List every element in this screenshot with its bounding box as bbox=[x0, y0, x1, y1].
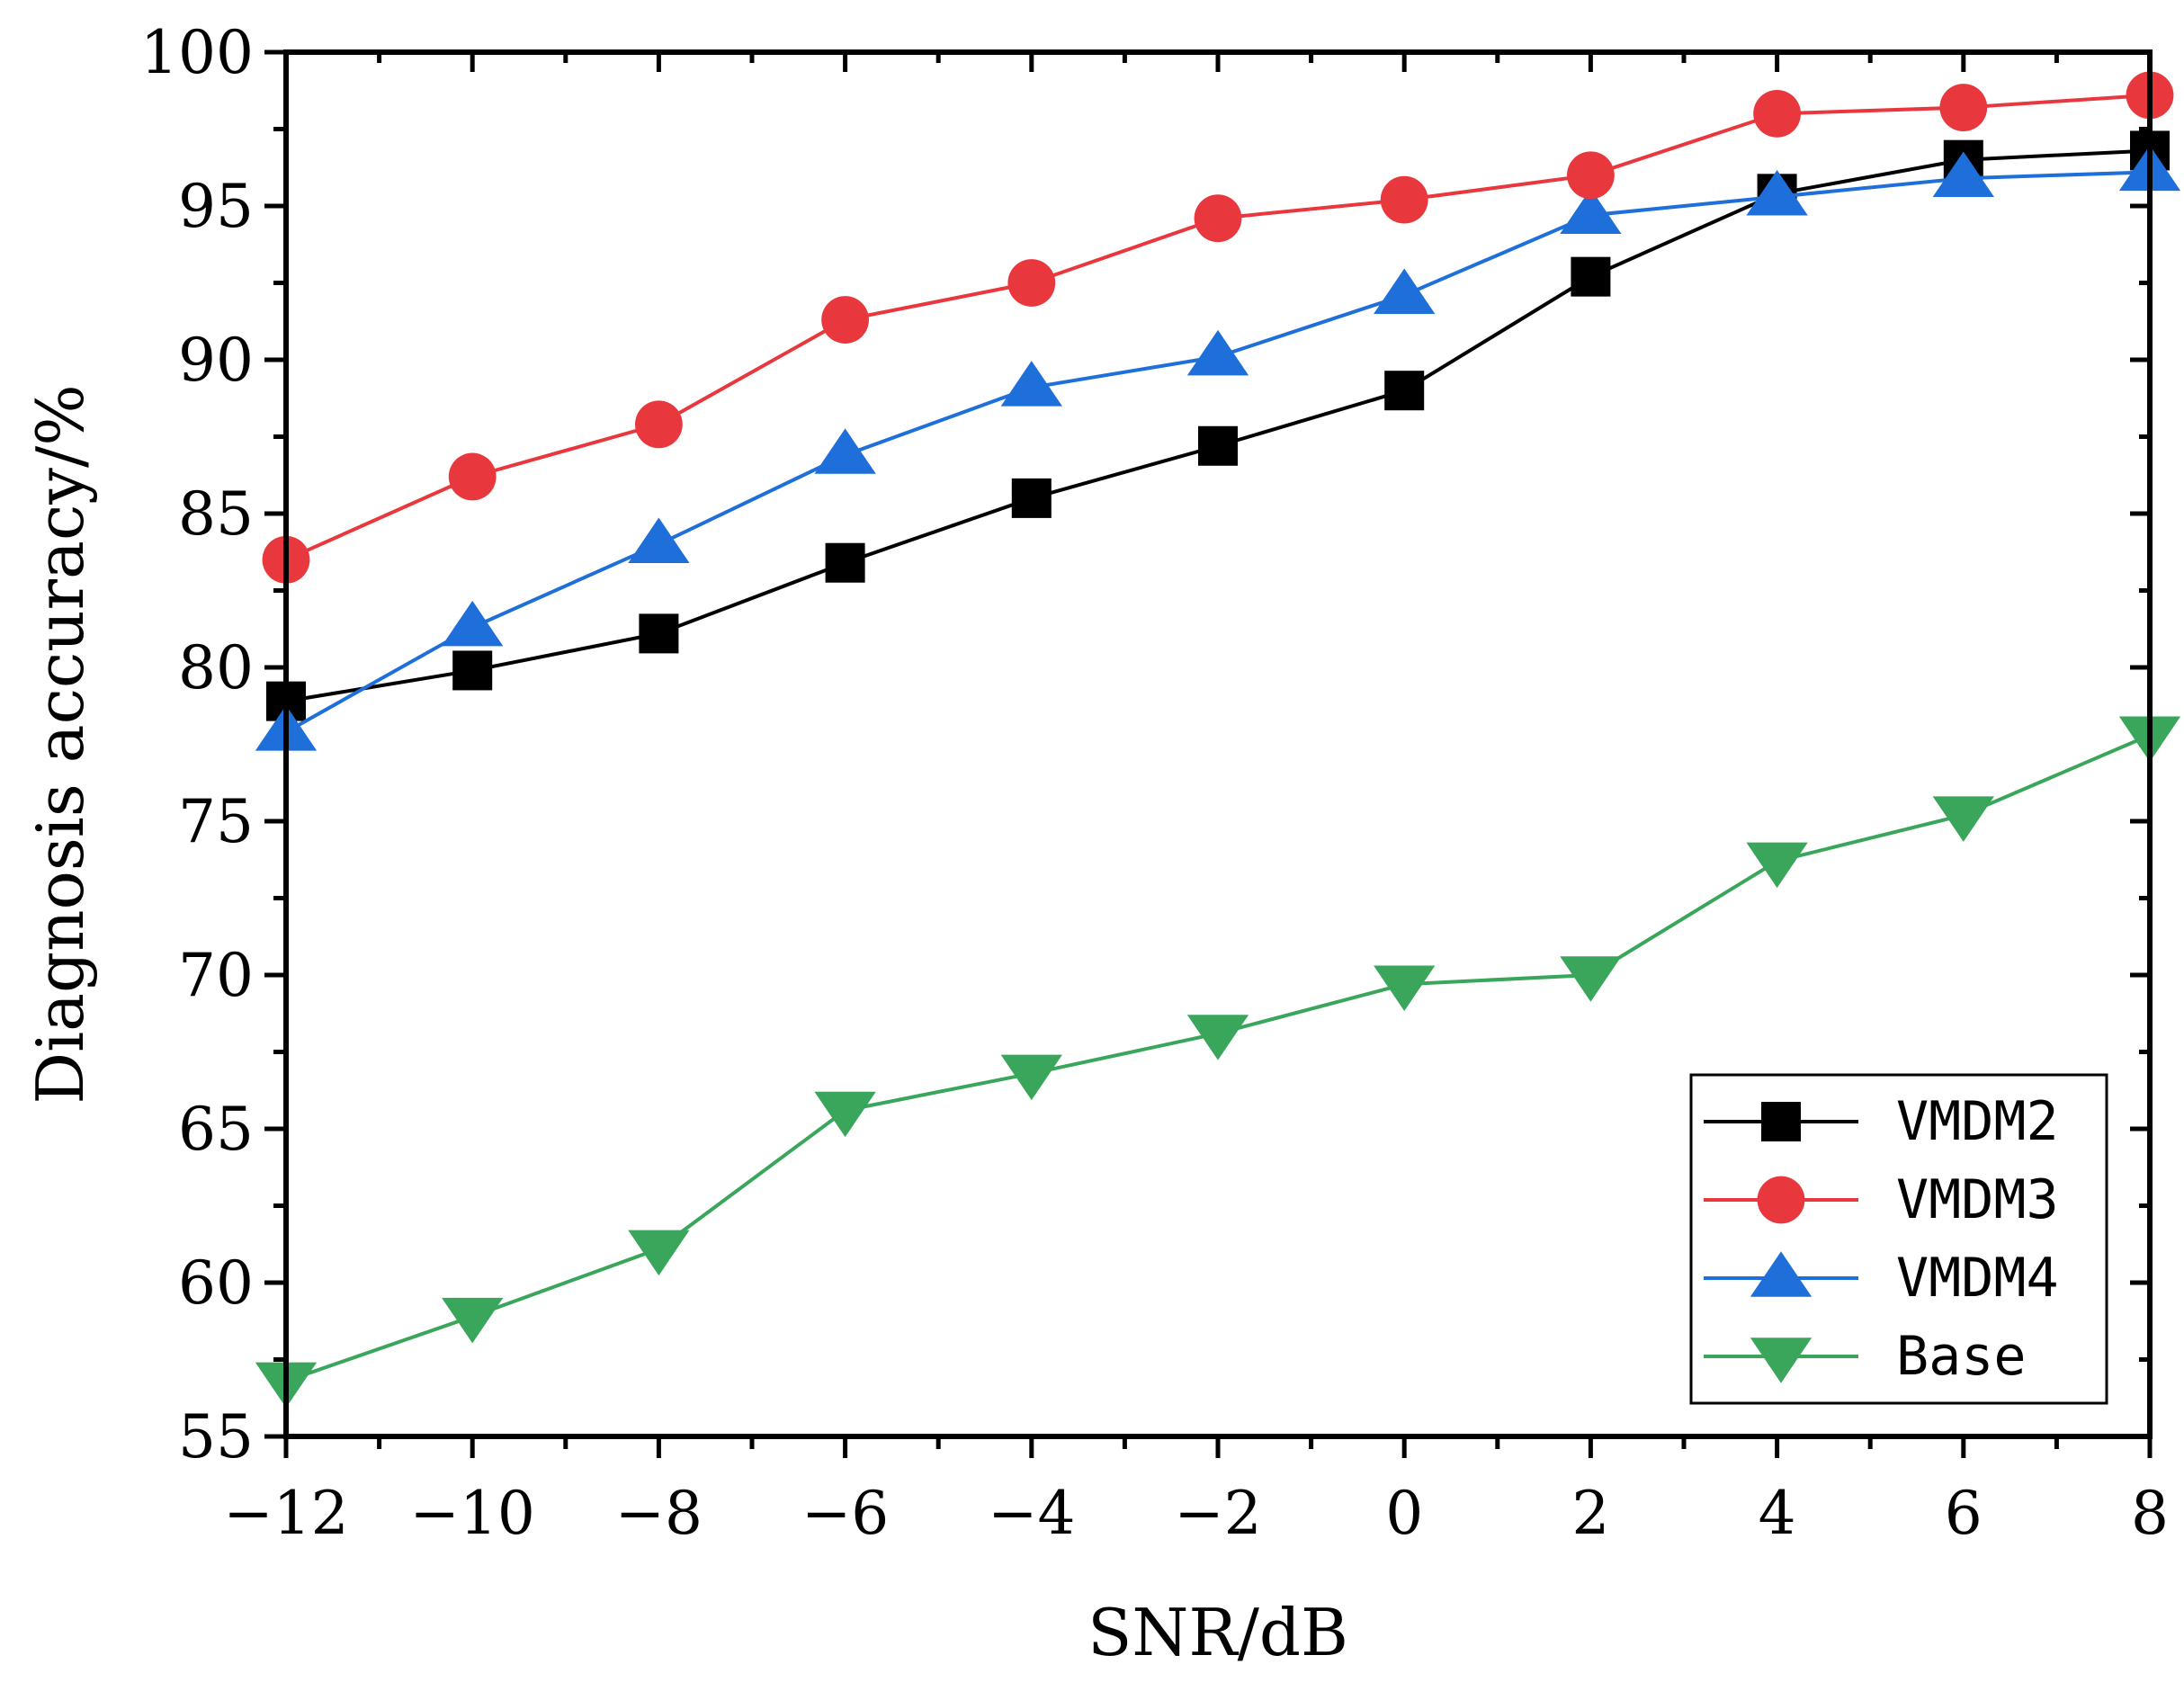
data-point bbox=[1000, 1054, 1062, 1101]
x-tick-label: 0 bbox=[1385, 1479, 1423, 1548]
x-tick-label: −8 bbox=[615, 1479, 703, 1548]
y-tick-label: 75 bbox=[178, 787, 254, 856]
data-point bbox=[825, 542, 865, 583]
data-point bbox=[1000, 361, 1062, 407]
data-point bbox=[1746, 842, 1808, 889]
legend-item-vmdm4: VMDM4 bbox=[1704, 1247, 2059, 1310]
data-point bbox=[814, 428, 876, 474]
y-axis-title: Diagnosis accuracy/% bbox=[22, 384, 98, 1104]
data-point bbox=[821, 296, 869, 344]
data-point bbox=[1194, 194, 1242, 243]
data-point bbox=[1560, 956, 1622, 1002]
y-tick-label: 80 bbox=[178, 633, 254, 702]
legend-marker bbox=[1761, 1102, 1801, 1141]
data-point bbox=[442, 600, 504, 647]
data-point bbox=[1011, 478, 1052, 518]
x-tick-label: 8 bbox=[2131, 1479, 2169, 1548]
legend-label: Base bbox=[1896, 1325, 2027, 1388]
data-point bbox=[1384, 371, 1425, 411]
legend-label: VMDM3 bbox=[1896, 1168, 2059, 1231]
data-point bbox=[628, 517, 690, 563]
data-point bbox=[628, 1230, 690, 1276]
data-point bbox=[635, 400, 683, 449]
y-tick-label: 70 bbox=[178, 941, 254, 1010]
x-tick-label: −6 bbox=[801, 1479, 889, 1548]
x-tick-label: −10 bbox=[410, 1479, 535, 1548]
data-point bbox=[1567, 151, 1615, 200]
legend-item-base: Base bbox=[1704, 1325, 2027, 1388]
legend-label: VMDM2 bbox=[1896, 1090, 2059, 1153]
data-point bbox=[1380, 175, 1428, 224]
data-point bbox=[1746, 170, 1808, 216]
series-vmdm4 bbox=[255, 145, 2181, 751]
data-point bbox=[448, 452, 497, 501]
y-tick-label: 85 bbox=[178, 479, 254, 549]
series-vmdm2 bbox=[266, 130, 2170, 721]
x-tick-label: −12 bbox=[223, 1479, 348, 1548]
y-tick-label: 90 bbox=[178, 326, 254, 395]
data-point bbox=[639, 613, 679, 654]
legend-marker bbox=[1750, 1251, 1813, 1297]
legend-marker bbox=[1750, 1338, 1813, 1383]
y-tick-label: 100 bbox=[140, 18, 254, 87]
plot-frame bbox=[283, 49, 2153, 1439]
data-point bbox=[1374, 268, 1436, 314]
data-point bbox=[814, 1091, 876, 1138]
legend-marker bbox=[1757, 1176, 1805, 1224]
y-tick-label: 95 bbox=[178, 172, 254, 241]
x-tick-label: 4 bbox=[1759, 1479, 1796, 1548]
y-tick-label: 60 bbox=[178, 1248, 254, 1318]
x-tick-label: −4 bbox=[988, 1479, 1075, 1548]
data-point bbox=[1932, 796, 1994, 842]
x-axis-title: SNR/dB bbox=[1088, 1595, 1348, 1670]
data-point bbox=[1932, 151, 1994, 198]
data-point bbox=[452, 650, 493, 691]
data-point bbox=[1939, 84, 1988, 131]
x-tick-label: 6 bbox=[1945, 1479, 1983, 1548]
data-point bbox=[1007, 259, 1056, 307]
x-tick-label: −2 bbox=[1174, 1479, 1261, 1548]
series-layer bbox=[255, 71, 2181, 1409]
data-point bbox=[1374, 965, 1436, 1011]
legend-item-vmdm2: VMDM2 bbox=[1704, 1090, 2059, 1153]
data-point bbox=[1560, 188, 1622, 235]
data-point bbox=[442, 1297, 504, 1344]
data-point bbox=[1186, 329, 1249, 376]
data-point bbox=[1571, 256, 1611, 297]
legend-item-vmdm3: VMDM3 bbox=[1704, 1168, 2059, 1231]
data-point bbox=[1753, 90, 1801, 138]
labels-layer: −12 −10 −8 −6 −4 −2 0 2 4 6 8 55 60 65 70 75 80 85 90 95 100 bbox=[140, 18, 2169, 1548]
data-point bbox=[1186, 1015, 1249, 1060]
data-point bbox=[1198, 425, 1238, 466]
y-tick-label: 65 bbox=[178, 1095, 254, 1164]
y-tick-label: 55 bbox=[178, 1402, 254, 1472]
legend: VMDM2 VMDM3 VMDM4 Base bbox=[1689, 1073, 2108, 1405]
legend-label: VMDM4 bbox=[1896, 1247, 2059, 1310]
x-tick-label: 2 bbox=[1571, 1479, 1609, 1548]
